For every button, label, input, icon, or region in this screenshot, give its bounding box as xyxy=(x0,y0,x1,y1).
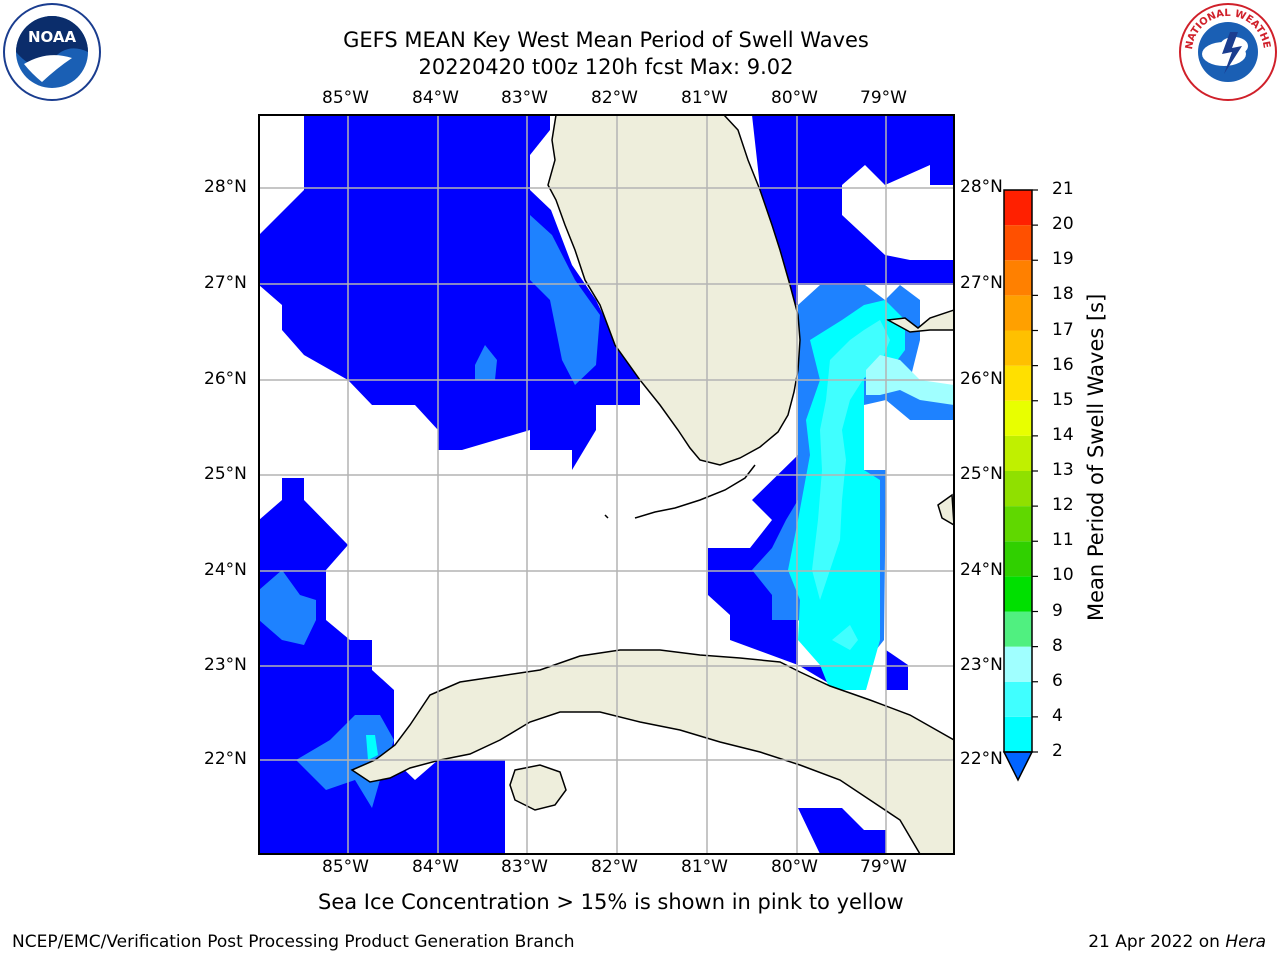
chart-title: GEFS MEAN Key West Mean Period of Swell … xyxy=(343,28,869,52)
lat-label-left: 22°N xyxy=(204,749,247,769)
lon-label-top: 81°W xyxy=(681,88,728,108)
lat-label-right: 26°N xyxy=(960,369,1003,389)
lon-label-bottom: 82°W xyxy=(591,857,638,877)
land-keys xyxy=(604,464,756,519)
colorbar-tick-label: 8 xyxy=(1052,635,1063,656)
colorbar-segment xyxy=(1004,506,1032,542)
colorbar-segment xyxy=(1004,716,1032,752)
colorbar-tick-label: 21 xyxy=(1052,179,1074,199)
lon-label-top: 82°W xyxy=(591,88,638,108)
lon-label-top: 80°W xyxy=(771,88,818,108)
swell-contour-7-8 xyxy=(812,320,890,650)
svg-text:NOAA: NOAA xyxy=(28,28,77,46)
colorbar-tick-label: 18 xyxy=(1052,284,1074,305)
footer-host: Hera xyxy=(1225,932,1266,952)
colorbar xyxy=(1002,189,1038,782)
colorbar-tick-label: 12 xyxy=(1052,495,1074,516)
lat-label-left: 28°N xyxy=(204,177,247,197)
lon-label-bottom: 79°W xyxy=(860,857,907,877)
colorbar-segment xyxy=(1004,435,1032,471)
land-cuba xyxy=(350,649,954,854)
colorbar-segment xyxy=(1004,471,1032,507)
lat-label-right: 24°N xyxy=(960,560,1003,580)
lat-label-right: 22°N xyxy=(960,749,1003,769)
footer-credit: NCEP/EMC/Verification Post Processing Pr… xyxy=(12,932,575,952)
chart-subtitle: 20220420 t00z 120h fcst Max: 9.02 xyxy=(418,55,794,79)
lat-label-right: 28°N xyxy=(960,177,1003,197)
colorbar-tick-label: 11 xyxy=(1052,530,1074,551)
lon-label-bottom: 85°W xyxy=(322,857,369,877)
lat-label-right: 27°N xyxy=(960,273,1003,293)
lon-label-top: 83°W xyxy=(501,88,548,108)
footer-date-text: 21 Apr 2022 on xyxy=(1088,932,1226,952)
colorbar-tick-label: 2 xyxy=(1052,741,1063,761)
colorbar-segment xyxy=(1004,541,1032,577)
colorbar-tick-label: 9 xyxy=(1052,600,1063,621)
lon-label-top: 84°W xyxy=(412,88,459,108)
colorbar-tick-label: 13 xyxy=(1052,460,1074,480)
colorbar-tick-label: 14 xyxy=(1052,424,1074,445)
sea-ice-note: Sea Ice Concentration > 15% is shown in … xyxy=(318,890,904,914)
lat-label-left: 26°N xyxy=(204,369,247,389)
colorbar-tick-label: 17 xyxy=(1052,319,1074,340)
colorbar-tick-label: 19 xyxy=(1052,249,1074,270)
colorbar-tick-label: 10 xyxy=(1052,565,1074,586)
colorbar-segment xyxy=(1004,646,1032,682)
land-florida xyxy=(547,115,801,466)
colorbar-tick-label: 6 xyxy=(1052,670,1063,691)
lon-label-top: 79°W xyxy=(860,88,907,108)
map-area xyxy=(259,115,954,854)
colorbar-tick-label: 15 xyxy=(1052,389,1074,410)
footer-date: 21 Apr 2022 on Hera xyxy=(1088,932,1266,952)
colorbar-segment xyxy=(1004,260,1032,296)
lon-label-bottom: 84°W xyxy=(412,857,459,877)
gridlines xyxy=(259,115,954,854)
colorbar-segment xyxy=(1004,190,1032,226)
colorbar-segment xyxy=(1004,576,1032,612)
land-andros xyxy=(937,493,954,526)
noaa-logo: NOAA xyxy=(3,3,101,101)
nws-logo: NATIONAL WEATHER SERVICE xyxy=(1178,2,1277,101)
colorbar-segment xyxy=(1004,330,1032,366)
lat-label-left: 24°N xyxy=(204,560,247,580)
colorbar-tick-label: 20 xyxy=(1052,214,1074,235)
colorbar-segment xyxy=(1004,611,1032,647)
colorbar-label: Mean Period of Swell Waves [s] xyxy=(1084,293,1108,621)
lon-label-bottom: 83°W xyxy=(501,857,548,877)
lat-label-left: 27°N xyxy=(204,273,247,293)
lat-label-right: 25°N xyxy=(960,464,1003,484)
lon-label-bottom: 81°W xyxy=(681,857,728,877)
colorbar-segment xyxy=(1004,400,1032,436)
colorbar-tick-label: 16 xyxy=(1052,354,1074,375)
swell-contour-6-7 xyxy=(366,300,905,760)
lon-label-bottom: 80°W xyxy=(771,857,818,877)
lat-label-left: 23°N xyxy=(204,655,247,675)
colorbar-extend-triangle xyxy=(1002,751,1034,782)
lat-label-left: 25°N xyxy=(204,464,247,484)
colorbar-segment xyxy=(1004,681,1032,717)
land-isla-juventud xyxy=(509,764,567,811)
land-bahamas xyxy=(885,309,954,333)
lon-label-top: 85°W xyxy=(322,88,369,108)
colorbar-segment xyxy=(1004,225,1032,261)
colorbar-segment xyxy=(1004,295,1032,331)
colorbar-segment xyxy=(1004,365,1032,401)
lat-label-right: 23°N xyxy=(960,655,1003,675)
colorbar-tick-label: 4 xyxy=(1052,705,1063,726)
map-frame xyxy=(258,114,955,855)
